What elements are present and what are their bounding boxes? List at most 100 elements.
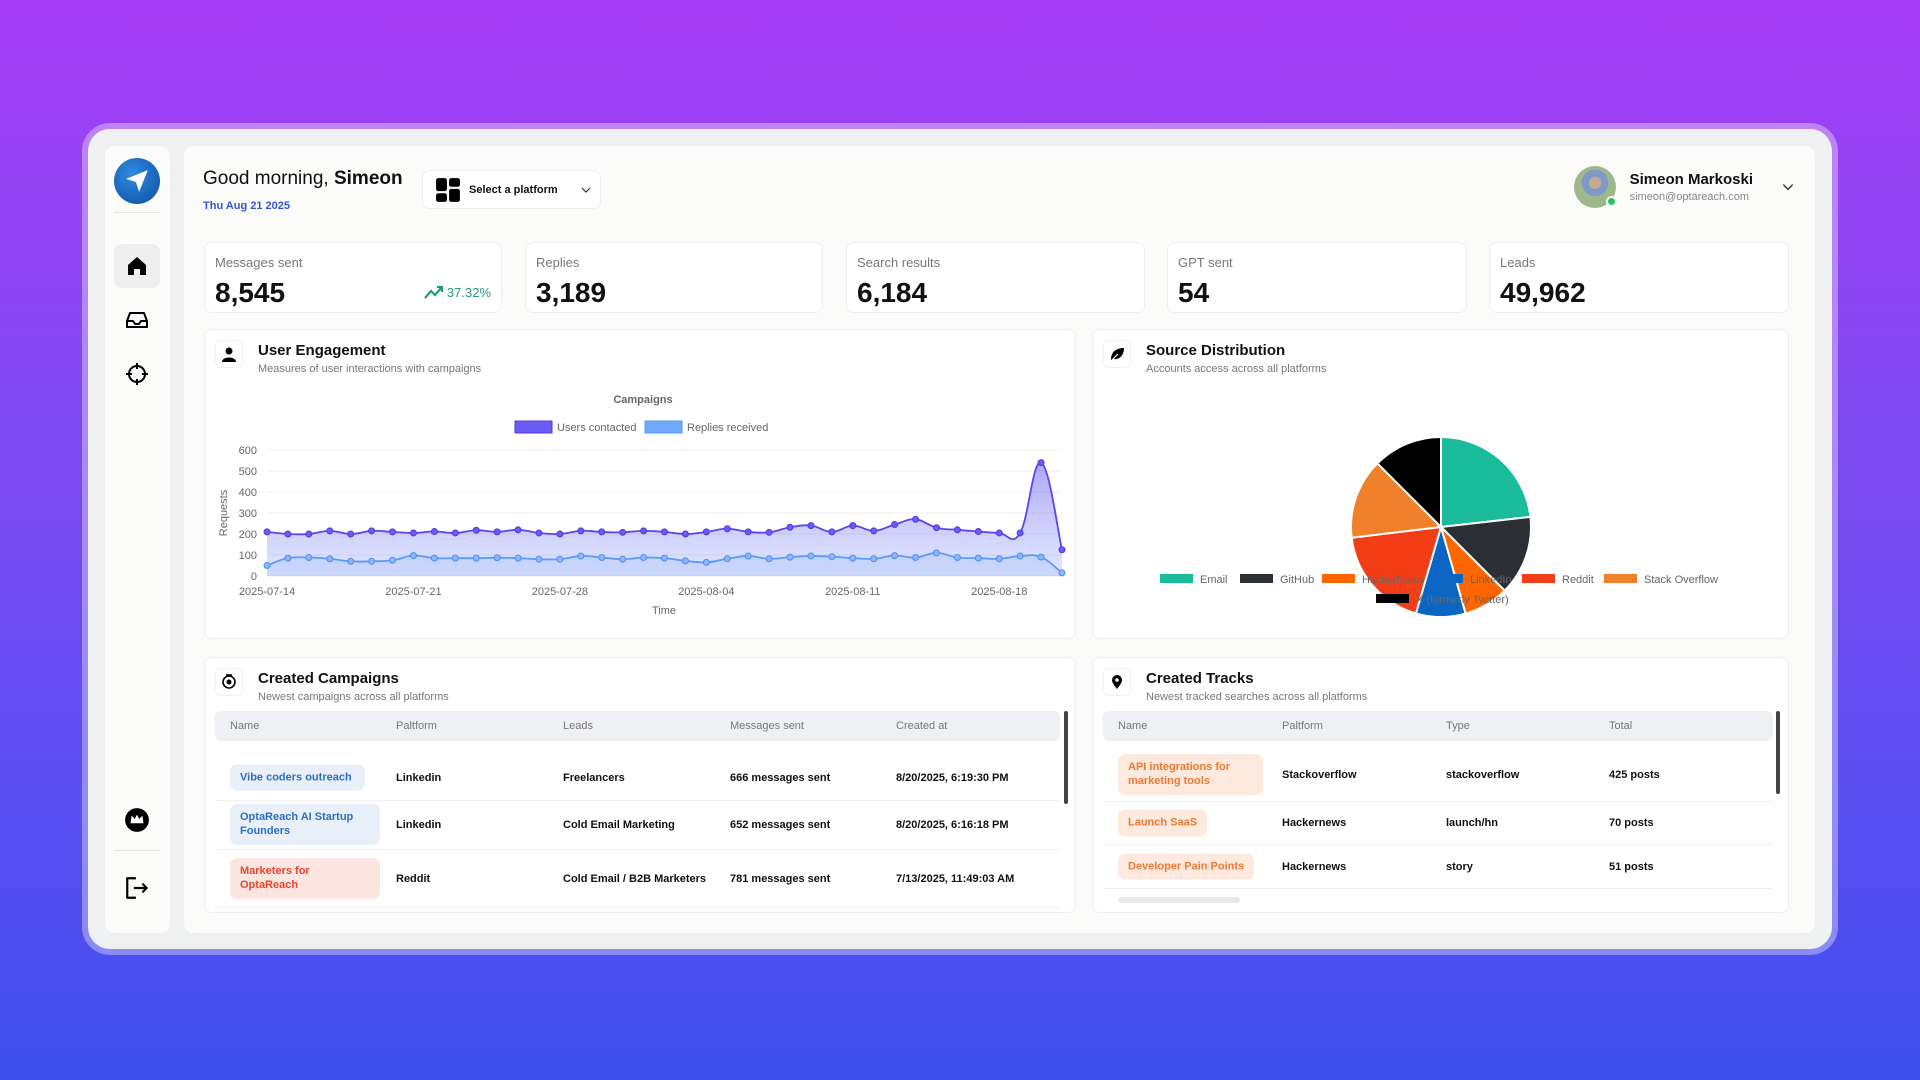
table-row[interactable]: Vibe coders outreach Linkedin Freelancers 6… xyxy=(215,755,1060,801)
track-name-badge[interactable]: Launch SaaS xyxy=(1118,809,1208,837)
data-point[interactable] xyxy=(765,555,773,563)
legend-item[interactable]: HackerNews xyxy=(1322,574,1425,586)
data-point[interactable] xyxy=(702,558,710,566)
data-point[interactable] xyxy=(681,557,689,565)
data-point[interactable] xyxy=(870,555,878,563)
data-point[interactable] xyxy=(305,554,313,562)
data-point[interactable] xyxy=(765,528,773,536)
data-point[interactable] xyxy=(744,552,752,560)
sidebar-item-home[interactable] xyxy=(114,244,160,288)
legend-item[interactable]: LinkedIn xyxy=(1430,574,1512,586)
data-point[interactable] xyxy=(577,527,585,535)
data-point[interactable] xyxy=(284,554,292,562)
legend-item[interactable]: Replies received xyxy=(644,420,768,434)
legend-item[interactable]: GitHub xyxy=(1240,574,1314,586)
data-point[interactable] xyxy=(1037,553,1045,561)
data-point[interactable] xyxy=(535,529,543,537)
pie-slice[interactable] xyxy=(1438,515,1532,593)
table-row[interactable]: Launch SaaS Hackernews launch/hn 70 posts xyxy=(1103,802,1773,845)
sidebar-item-inbox[interactable] xyxy=(114,298,160,342)
platform-select[interactable]: Select a platform xyxy=(422,170,601,209)
data-point[interactable] xyxy=(472,554,480,562)
table-row[interactable]: Marketers for OptaReach Reddit Cold Email … xyxy=(215,850,1060,908)
campaign-name-badge[interactable]: OptaReach AI Startup Founders xyxy=(230,803,380,846)
legend-item[interactable]: Users contacted xyxy=(514,420,636,434)
data-point[interactable] xyxy=(577,552,585,560)
data-point[interactable] xyxy=(828,553,836,561)
data-point[interactable] xyxy=(891,521,899,529)
data-point[interactable] xyxy=(430,554,438,562)
data-point[interactable] xyxy=(661,554,668,562)
data-point[interactable] xyxy=(1058,546,1066,554)
data-point[interactable] xyxy=(472,526,480,534)
data-point[interactable] xyxy=(640,527,648,535)
data-point[interactable] xyxy=(723,525,731,533)
table-row[interactable]: Developer Pain Points Hackernews story 51 p… xyxy=(1103,845,1773,889)
data-point[interactable] xyxy=(912,515,920,523)
data-point[interactable] xyxy=(974,527,982,535)
data-point[interactable] xyxy=(619,555,627,563)
user-menu[interactable]: Simeon Markoski simeon@optareach.com xyxy=(1573,166,1795,208)
data-point[interactable] xyxy=(807,522,815,530)
data-point[interactable] xyxy=(389,528,397,536)
data-point[interactable] xyxy=(932,524,940,532)
sidebar-item-tracking[interactable] xyxy=(114,352,160,396)
data-point[interactable] xyxy=(995,555,1003,563)
campaign-name-badge[interactable]: Marketers for OptaReach xyxy=(230,857,380,900)
data-point[interactable] xyxy=(723,555,731,563)
data-point[interactable] xyxy=(849,522,857,530)
data-point[interactable] xyxy=(912,554,920,562)
data-point[interactable] xyxy=(974,554,982,562)
data-point[interactable] xyxy=(849,554,857,562)
data-point[interactable] xyxy=(493,554,501,562)
data-point[interactable] xyxy=(347,557,355,565)
data-point[interactable] xyxy=(932,549,940,557)
legend-item[interactable]: Reddit xyxy=(1522,574,1594,586)
data-point[interactable] xyxy=(493,528,501,536)
legend-item[interactable]: Stack Overflow xyxy=(1604,574,1718,586)
legend-item[interactable]: Email xyxy=(1160,574,1228,586)
track-name-badge[interactable]: API integrations for marketing tools xyxy=(1118,753,1263,796)
pie-slice[interactable] xyxy=(1350,525,1443,615)
data-point[interactable] xyxy=(1016,529,1024,537)
data-point[interactable] xyxy=(891,552,899,560)
app-logo[interactable] xyxy=(114,158,160,204)
legend-item[interactable]: X (formerly Twitter) xyxy=(1376,594,1509,606)
data-point[interactable] xyxy=(640,554,648,562)
data-point[interactable] xyxy=(661,528,668,536)
campaign-name-badge[interactable]: Vibe coders outreach xyxy=(230,764,365,791)
data-point[interactable] xyxy=(326,555,334,563)
data-point[interactable] xyxy=(409,552,417,560)
data-point[interactable] xyxy=(786,523,794,531)
data-point[interactable] xyxy=(953,526,961,534)
data-point[interactable] xyxy=(598,528,606,536)
data-point[interactable] xyxy=(556,530,564,538)
data-point[interactable] xyxy=(995,529,1003,537)
data-point[interactable] xyxy=(389,556,397,564)
data-point[interactable] xyxy=(514,554,522,562)
data-point[interactable] xyxy=(368,557,376,565)
table-scrollbar[interactable] xyxy=(1064,711,1068,804)
data-point[interactable] xyxy=(828,528,836,536)
pie-slice[interactable] xyxy=(1350,461,1444,539)
logout-button[interactable] xyxy=(114,866,160,910)
data-point[interactable] xyxy=(598,554,606,562)
data-point[interactable] xyxy=(305,530,313,538)
data-point[interactable] xyxy=(953,554,961,562)
data-point[interactable] xyxy=(514,526,522,534)
data-point[interactable] xyxy=(870,527,878,535)
data-point[interactable] xyxy=(619,528,627,536)
table-row[interactable]: API integrations for marketing tools Stac… xyxy=(1103,748,1773,802)
data-point[interactable] xyxy=(451,554,459,562)
data-point[interactable] xyxy=(263,528,271,536)
data-point[interactable] xyxy=(368,527,376,535)
data-point[interactable] xyxy=(786,553,794,561)
data-point[interactable] xyxy=(263,562,271,569)
data-point[interactable] xyxy=(430,527,438,535)
data-point[interactable] xyxy=(556,555,564,563)
data-point[interactable] xyxy=(451,529,459,537)
table-row[interactable]: OptaReach AI Startup Founders Linkedin Col… xyxy=(215,800,1060,850)
data-point[interactable] xyxy=(326,527,334,535)
table-scrollbar[interactable] xyxy=(1776,711,1780,794)
data-point[interactable] xyxy=(1016,552,1024,560)
